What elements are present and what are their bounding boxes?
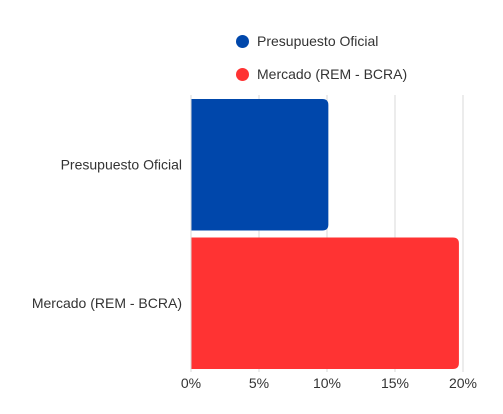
x-tick-label: 0% <box>181 375 201 391</box>
bar-presupuesto <box>191 99 329 231</box>
legend-item-mercado: Mercado (REM - BCRA) <box>236 64 407 84</box>
x-tick-label: 20% <box>449 375 477 391</box>
legend-swatch-presupuesto <box>236 34 249 48</box>
y-category-label: Mercado (REM - BCRA) <box>32 295 182 311</box>
x-tick-label: 5% <box>249 375 269 391</box>
legend-item-presupuesto: Presupuesto Oficial <box>236 31 407 51</box>
legend-label-presupuesto: Presupuesto Oficial <box>257 33 379 49</box>
legend-label-mercado: Mercado (REM - BCRA) <box>257 66 408 82</box>
legend-swatch-mercado <box>236 67 249 81</box>
chart-legend: Presupuesto Oficial Mercado (REM - BCRA) <box>236 31 407 97</box>
x-tick-label: 15% <box>381 375 409 391</box>
y-category-label: Presupuesto Oficial <box>61 156 182 172</box>
x-tick-label: 10% <box>313 375 341 391</box>
bar-mercado <box>191 237 459 369</box>
